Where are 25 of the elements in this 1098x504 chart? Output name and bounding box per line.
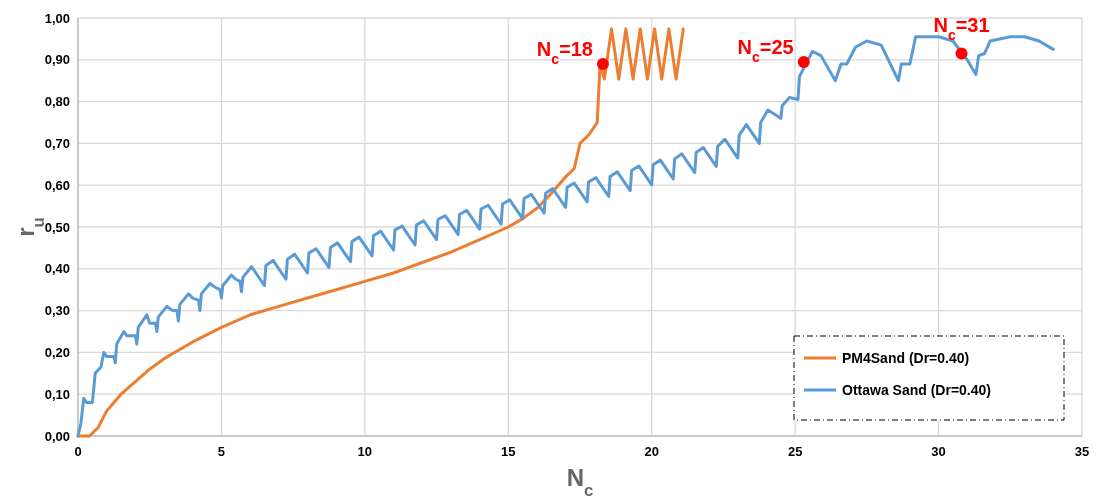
y-tick-label: 0,20 — [44, 344, 70, 360]
x-tick-label: 20 — [644, 444, 659, 459]
x-tick-label: 35 — [1074, 444, 1090, 459]
annotation: N$_{c}$=31 — [933, 14, 990, 43]
x-tick-label: 15 — [501, 444, 516, 459]
y-tick-label: 0,30 — [44, 303, 70, 319]
y-tick-label: 0,90 — [44, 52, 70, 68]
y-tick-label: 0,00 — [44, 428, 70, 444]
x-tick-label: 10 — [357, 444, 373, 459]
y-tick-label: 0,10 — [44, 386, 70, 402]
legend-label: PM4Sand (Dr=0.40) — [842, 349, 970, 366]
line-series — [76, 27, 685, 438]
x-axis-title: N$_{c}$ — [566, 464, 594, 500]
x-tick-label: 0 — [74, 444, 82, 459]
legend-label: Ottawa Sand (Dr=0.40) — [842, 381, 991, 398]
y-tick-label: 1,00 — [44, 10, 70, 26]
x-tick-label: 30 — [931, 444, 946, 459]
x-tick-label: 5 — [217, 444, 226, 459]
x-tick-label: 25 — [787, 444, 803, 459]
y-tick-label: 0,70 — [44, 135, 70, 151]
y-tick-label: 0,80 — [44, 94, 70, 110]
annotation: N$_{c}$=18 — [536, 37, 593, 67]
y-tick-label: 0,60 — [44, 177, 70, 193]
annotation: N$_{c}$=25 — [737, 35, 794, 65]
y-tick-label: 0,40 — [44, 261, 70, 277]
